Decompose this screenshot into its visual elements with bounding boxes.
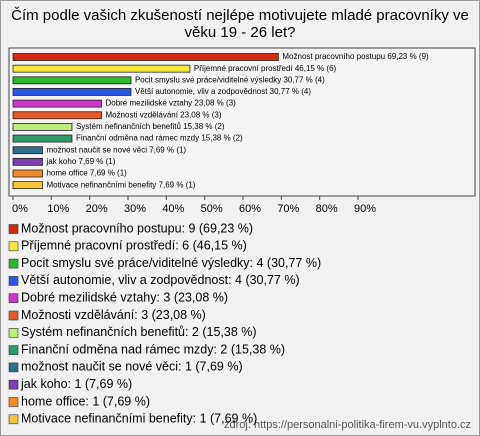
legend-swatch: [8, 258, 19, 269]
legend-label: Dobré mezilidské vztahy: 3 (23,08 %): [21, 290, 228, 304]
source: zdroj: https://personalni-politika-firem…: [224, 419, 471, 431]
x-tick-label: 90%: [354, 203, 376, 215]
bar: [12, 146, 43, 155]
bar-label: Dobré mezilidské vztahy 23,08 % (3): [105, 99, 236, 108]
bar: [12, 88, 132, 96]
bar-label: možnost naučit se nové věci 7,69 % (1): [46, 145, 186, 154]
bar-label: Možnosti vzdělávání 23,08 % (3): [105, 110, 221, 119]
bar: [12, 53, 279, 61]
legend-label: home office: 1 (7,69 %): [21, 394, 150, 408]
legend-label: Větší autonomie, vliv a zodpovědnost: 4 …: [21, 273, 300, 287]
bar-label: Příjemné pracovní prostředí 46,15 % (6): [194, 64, 337, 73]
bar-label: jak koho 7,69 % (1): [45, 157, 115, 166]
legend-label: možnost naučit se nové věci: 1 (7,69 %): [21, 360, 243, 374]
legend-swatch: [8, 327, 19, 338]
x-tick-label: 50%: [201, 203, 223, 215]
bar: [12, 157, 43, 166]
legend-swatch: [8, 276, 19, 286]
x-tick-label: 0%: [12, 203, 28, 215]
bar-label: Motivace nefinančními benefity 7,69 % (1…: [46, 180, 195, 189]
x-tick-label: 20%: [86, 203, 108, 215]
legend-swatch: [8, 241, 19, 252]
bar-label: Finanční odměna nad rámec mzdy 15,38 % (…: [76, 134, 243, 143]
legend-label: Možnosti vzdělávání: 3 (23,08 %): [21, 308, 206, 322]
legend-label: Finanční odměna nad rámec mzdy: 2 (15,38…: [21, 342, 285, 356]
bar-label: Větší autonomie, vliv a zodpovědnost 30,…: [135, 87, 311, 96]
bar-label: Pocit smyslu své práce/viditelné výsledk…: [135, 75, 325, 84]
legend-swatch: [8, 310, 19, 321]
legend-label: Možnost pracovního postupu: 9 (69,23 %): [21, 221, 253, 235]
legend-label: Pocit smyslu své práce/viditelné výsledk…: [21, 256, 321, 270]
bar-label: home office 7,69 % (1): [46, 169, 127, 178]
bar: [12, 123, 73, 131]
legend-swatch: [8, 293, 19, 304]
x-tick-label: 70%: [277, 203, 299, 215]
bar-label: Možnost pracovního postupu 69,23 % (9): [282, 52, 429, 61]
x-tick-label: 10%: [47, 203, 69, 215]
x-tick-label: 60%: [239, 203, 261, 215]
bar: [12, 169, 43, 178]
x-tick-label: 80%: [316, 203, 338, 215]
x-tick-label: 30%: [124, 203, 146, 215]
legend-swatch: [8, 224, 19, 234]
legend-swatch: [8, 414, 19, 425]
legend-swatch: [8, 345, 19, 355]
bar: [12, 111, 102, 120]
bar: [12, 76, 132, 85]
legend-label: jak koho: 1 (7,69 %): [20, 377, 132, 391]
x-tick-label: 40%: [162, 203, 184, 215]
bar-label: Systém nefinančních benefitů 15,38 % (2): [76, 122, 225, 131]
bar: [12, 134, 73, 143]
legend-label: Systém nefinančních benefitů: 2 (15,38 %…: [21, 325, 257, 339]
bar: [12, 64, 191, 73]
plot-frame: [8, 47, 476, 197]
legend-swatch: [8, 379, 19, 390]
bar: [12, 181, 43, 190]
legend-label: Motivace nefinančními benefity: 1 (7,69 …: [21, 412, 257, 426]
bar: [12, 99, 102, 108]
legend-label: Příjemné pracovní prostředí: 6 (46,15 %): [21, 239, 247, 253]
legend-swatch: [8, 397, 19, 407]
legend-swatch: [8, 362, 19, 373]
chart-title: Čím podle vašich zkušeností nejlépe moti…: [11, 7, 469, 41]
